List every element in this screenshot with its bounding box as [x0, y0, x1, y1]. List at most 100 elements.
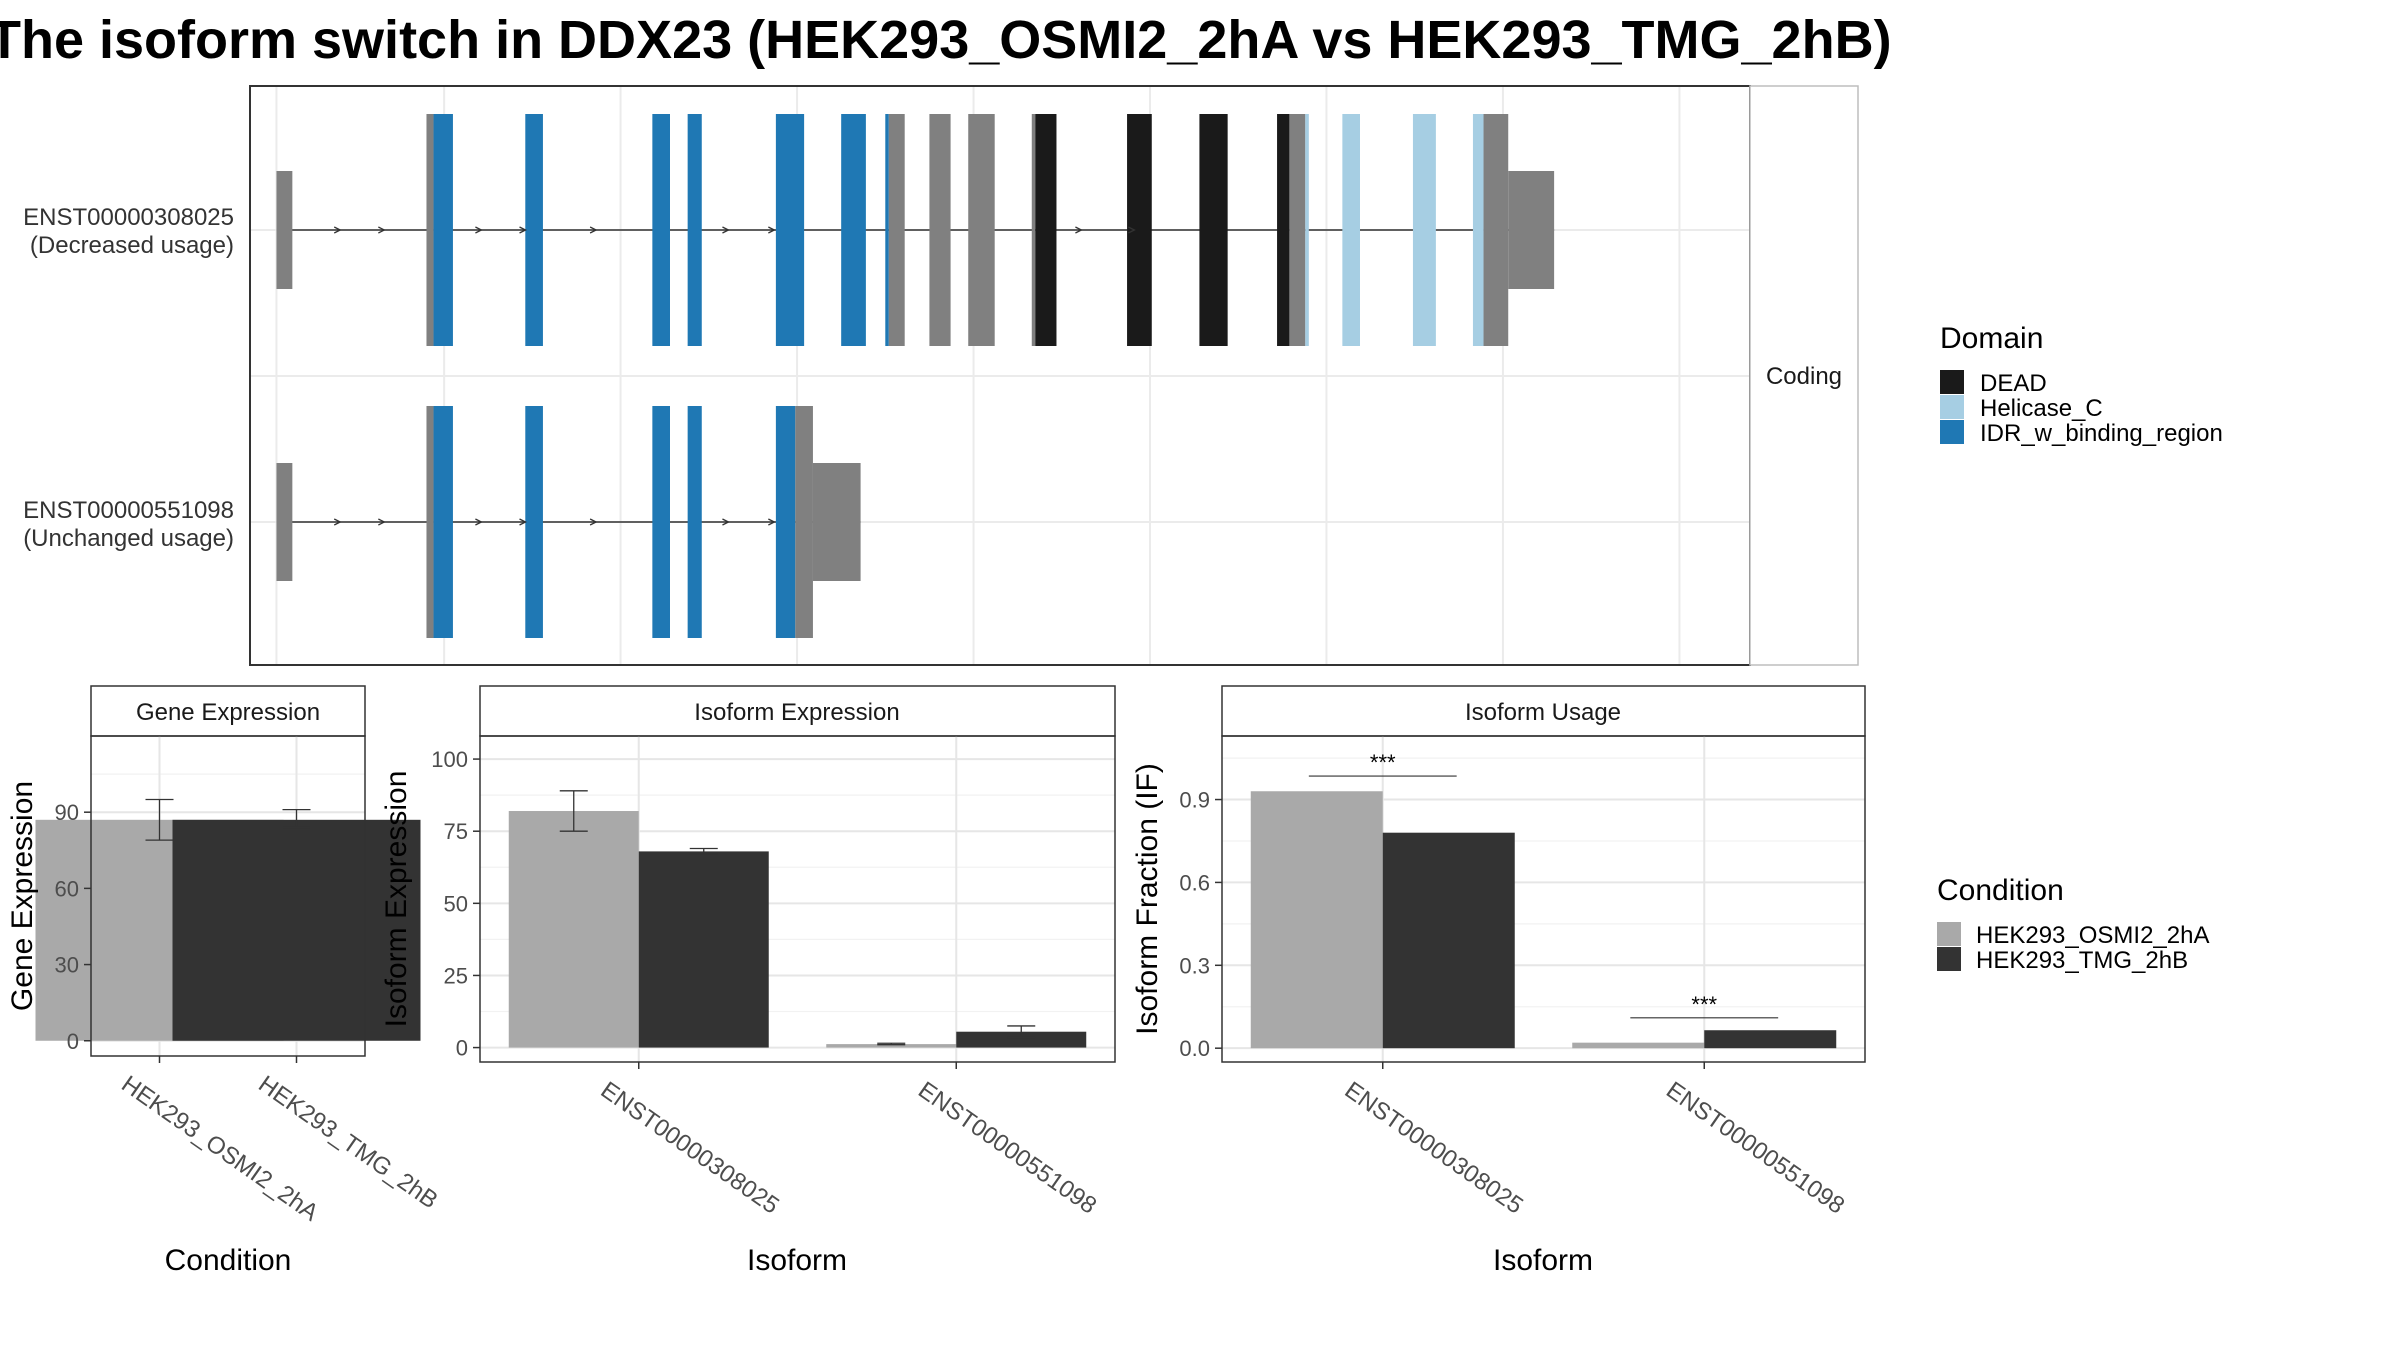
- transcript-tracks: [276, 114, 1555, 638]
- isoform-expression-y-title: Isoform Expression: [380, 771, 413, 1028]
- x-tick-label-0: ENST00000308025: [596, 1077, 784, 1220]
- exon-8: [841, 114, 866, 346]
- exon-9: [885, 114, 889, 346]
- y-tick-label-1: 30: [55, 953, 79, 978]
- y-tick-label-0: 0: [67, 1029, 79, 1054]
- strand-arrow-2: [378, 226, 386, 234]
- legend-swatch-idr: [1940, 420, 1964, 444]
- bar-1-1: [1250, 791, 1383, 1049]
- error-bar-2-2: [1007, 1025, 1036, 1039]
- gene-expression-plot-border: [90, 735, 366, 1057]
- transcript-id-1: ENST00000308025: [23, 204, 234, 231]
- legend-label-tmg: HEK293_TMG_2hB: [1976, 947, 2188, 974]
- isoform-usage-panel: Isoform Usage *** *** 0.0 0.3 0.6 0.9 ENST00…: [1131, 685, 1866, 1277]
- strand-arrow-3: [475, 226, 483, 234]
- exon-4: [525, 114, 543, 346]
- exon-1: [276, 171, 293, 289]
- domain-legend: Domain DEAD Helicase_C IDR_w_binding_reg…: [1940, 322, 2223, 447]
- exon-2: [426, 114, 434, 346]
- exon-14: [1035, 114, 1057, 346]
- y-tick-label-1: 0.3: [1179, 953, 1210, 978]
- strand-arrow-1: [333, 518, 342, 526]
- strand-arrow-6: [722, 226, 730, 234]
- legend-label-osmi2: HEK293_OSMI2_2hA: [1976, 922, 2209, 949]
- coding-strip: [1749, 85, 1859, 666]
- exon-4: [525, 406, 543, 638]
- exon-9: [812, 463, 861, 581]
- strand-arrow-4: [519, 226, 527, 234]
- exon-5: [652, 406, 670, 638]
- error-bar-2-1: [689, 847, 718, 855]
- transcript-usage-1: (Decreased usage): [30, 232, 234, 259]
- isoform-expression-plot-border: [479, 735, 1116, 1063]
- strand-arrow-7: [768, 518, 776, 526]
- strand-arrow-8: [1075, 226, 1083, 234]
- legend-swatch-osmi2: [1937, 922, 1961, 946]
- exon-8: [795, 406, 813, 638]
- y-tick-label-2: 60: [55, 876, 79, 901]
- legend-swatch-helicase-c: [1940, 395, 1964, 419]
- domain-legend-title: Domain: [1940, 322, 2043, 355]
- isoform-usage-bars: *** ***: [1250, 750, 1837, 1049]
- strand-arrow-2: [378, 518, 386, 526]
- exon-17: [1277, 114, 1290, 346]
- bar-2-1: [1382, 832, 1515, 1049]
- exon-6: [687, 406, 702, 638]
- isoform-usage-y-title: Isoform Fraction (IF): [1131, 763, 1164, 1035]
- exon-3: [433, 406, 453, 638]
- error-bar-1-2: [282, 809, 311, 829]
- transcript-track-1: [276, 114, 1555, 346]
- y-tick-label-3: 90: [55, 800, 79, 825]
- exon-18: [1289, 114, 1306, 346]
- strand-arrow-9: [1128, 226, 1136, 234]
- transcript-label-2: ENST00000551098 (Unchanged usage): [23, 497, 234, 552]
- transcript-label-1: ENST00000308025 (Decreased usage): [23, 204, 234, 259]
- transcript-id-2: ENST00000551098: [23, 497, 234, 524]
- significance-label-1: ***: [1370, 750, 1396, 775]
- x-tick-label-0: ENST00000308025: [1340, 1077, 1528, 1220]
- transcript-structure-panel: Coding ENST00000308025 (Decreased usage)…: [23, 85, 1859, 666]
- strand-arrow-5: [589, 518, 598, 526]
- strand-arrow-6: [722, 518, 730, 526]
- bar-1-1: [508, 811, 639, 1048]
- isoform-usage-strip-title: Isoform Usage: [1465, 699, 1621, 726]
- bar-2-2: [956, 1031, 1087, 1048]
- exon-6: [687, 114, 702, 346]
- y-tick-label-2: 0.6: [1179, 870, 1210, 895]
- exon-2: [426, 406, 434, 638]
- legend-swatch-dead: [1940, 370, 1964, 394]
- isoform-usage-y-axis: 0.0 0.3 0.6 0.9: [1179, 788, 1222, 1061]
- exon-15: [1127, 114, 1152, 346]
- y-tick-label-3: 75: [444, 819, 468, 844]
- exon-24: [1508, 171, 1555, 289]
- transcript-usage-2: (Unchanged usage): [23, 525, 234, 552]
- exon-12: [968, 114, 995, 346]
- gene-expression-bars: [35, 798, 421, 1041]
- exon-3: [433, 114, 453, 346]
- gene-expression-x-title: Condition: [165, 1244, 292, 1277]
- exon-10: [888, 114, 905, 346]
- exon-5: [652, 114, 670, 346]
- transcript-track-2: [276, 406, 861, 638]
- legend-swatch-tmg: [1937, 947, 1961, 971]
- bar-1-2: [1572, 1042, 1705, 1049]
- exon-19: [1305, 114, 1309, 346]
- bar-2-1: [638, 851, 769, 1048]
- bar-2-2: [1704, 1030, 1837, 1049]
- error-bar-1-1: [559, 790, 588, 832]
- exon-7: [775, 406, 796, 638]
- exon-7: [775, 114, 805, 346]
- isoform-expression-x-title: Isoform: [747, 1244, 847, 1277]
- y-tick-label-4: 100: [431, 747, 468, 772]
- isoform-usage-x-axis: ENST00000308025 ENST00000551098: [1340, 1062, 1849, 1220]
- condition-legend-title: Condition: [1937, 874, 2064, 907]
- significance-label-2: ***: [1691, 992, 1717, 1017]
- isoform-expression-bars: [508, 790, 1087, 1048]
- condition-legend: Condition HEK293_OSMI2_2hA HEK293_TMG_2h…: [1937, 874, 2209, 974]
- x-tick-label-1: ENST00000551098: [913, 1077, 1101, 1220]
- bar-1-2: [826, 1044, 957, 1048]
- isoform-expression-strip-title: Isoform Expression: [694, 699, 899, 726]
- y-tick-label-3: 0.9: [1179, 788, 1210, 813]
